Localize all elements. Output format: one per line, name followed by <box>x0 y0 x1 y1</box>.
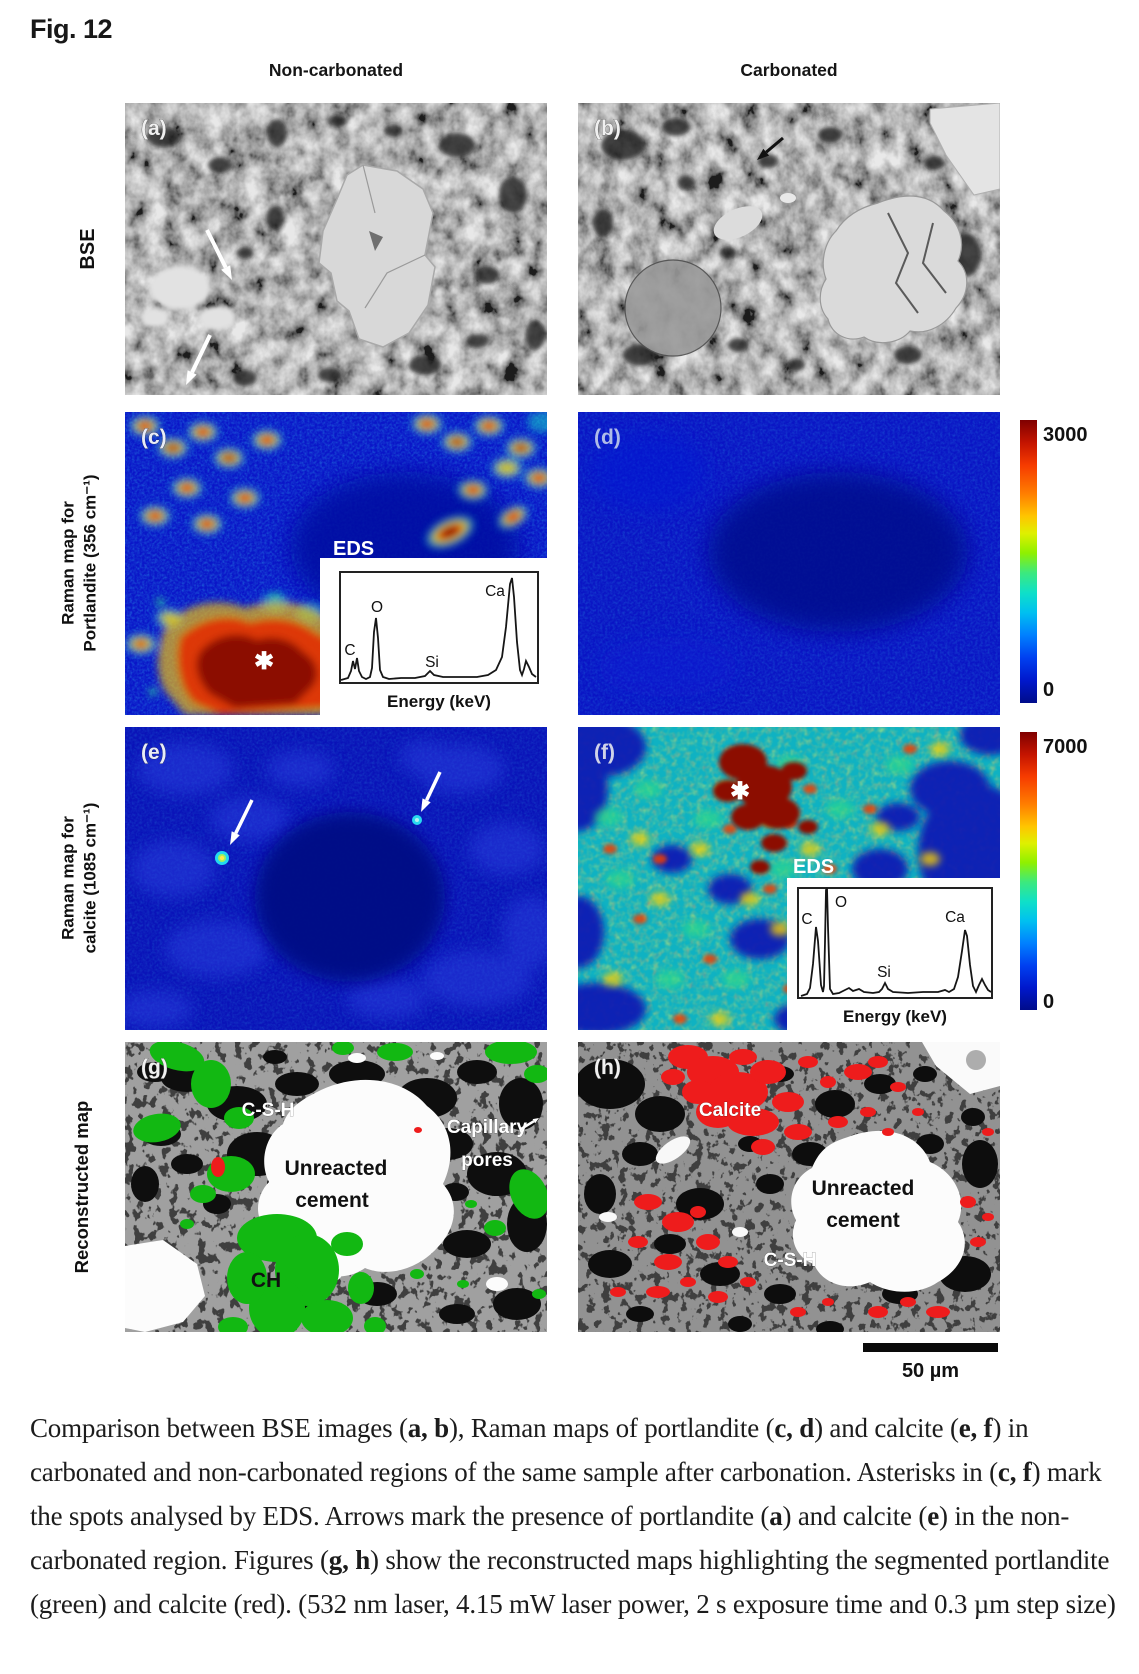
panel-g-label: (g) <box>141 1056 168 1079</box>
panel-a-image: (a) <box>125 103 547 395</box>
texture <box>125 1042 547 1332</box>
figure-title: Fig. 12 <box>30 14 113 44</box>
colorbar-calcite-min: 0 <box>1043 991 1055 1013</box>
region-label-unreacted-cement: Unreacted <box>285 1157 388 1180</box>
asterisk-marker: ✱ <box>254 648 274 675</box>
colorbar-portlandite-min: 0 <box>1043 679 1055 701</box>
panel-g-image: C-S-H Unreacted cement Capillary pores C… <box>125 1042 547 1332</box>
panel-f-label: (f) <box>594 741 615 764</box>
texture <box>578 1042 1000 1332</box>
colorbar-calcite-max: 7000 <box>1043 736 1088 758</box>
colorbar-portlandite <box>1020 420 1037 703</box>
texture <box>593 103 1000 371</box>
eds-spectrum <box>800 887 992 997</box>
region-label-capillary-pores: Capillary <box>447 1117 528 1138</box>
colorbar-calcite <box>1020 732 1037 1010</box>
region-label-unreacted-cement: Unreacted <box>812 1177 915 1200</box>
region-labels: Calcite Unreacted cement C-S-H <box>698 1100 915 1272</box>
texture <box>125 741 547 1027</box>
region-label-unreacted-cement: cement <box>295 1189 369 1212</box>
eds-peak-o: O <box>371 599 383 616</box>
panel-b-image: (b) <box>578 103 1000 395</box>
texture <box>141 115 545 386</box>
eds-inset: EDS C O Si Ca Energy (keV) <box>320 538 547 715</box>
colorbar-portlandite-max: 3000 <box>1043 424 1088 446</box>
row-label-text: BSE <box>76 228 99 270</box>
panel-a-label: (a) <box>141 117 167 140</box>
eds-spectrum <box>340 577 537 681</box>
eds-xaxis-label: Energy (keV) <box>387 692 491 711</box>
panel-f-image: ✱ EDS C O Si Ca Energy (keV) (f) <box>578 727 1000 1030</box>
panel-c-image: ✱ EDS C O Si Ca Energy (keV) (c) <box>125 412 547 715</box>
panel-e-image: (e) <box>125 727 547 1030</box>
texture <box>588 432 968 697</box>
region-label-ch: CH <box>251 1269 281 1292</box>
column-header-noncarbonated: Non-carbonated <box>268 60 404 80</box>
eds-xaxis-label: Energy (keV) <box>843 1007 947 1026</box>
carbonation-arrow-icon <box>757 136 784 160</box>
texture <box>125 412 547 715</box>
row-label-text: calcite (1085 cm⁻¹) <box>80 802 100 954</box>
row-label-bse: BSE <box>63 103 113 395</box>
figure-caption: Comparison between BSE images (a, b), Ra… <box>30 1413 1116 1619</box>
scale-bar <box>863 1343 998 1352</box>
row-label-text: Portlandite (356 cm⁻¹) <box>80 474 100 652</box>
eds-peak-ca: Ca <box>945 909 965 926</box>
region-label-csh: C-S-H <box>242 1100 295 1121</box>
panel-b-label: (b) <box>594 117 621 140</box>
eds-title: EDS <box>333 538 374 560</box>
panel-e-label: (e) <box>141 741 167 764</box>
region-label-csh: C-S-H <box>764 1250 817 1271</box>
panel-h-label: (h) <box>594 1056 621 1079</box>
row-label-text: Raman map for <box>58 816 78 940</box>
eds-peak-ca: Ca <box>485 583 505 600</box>
region-label-calcite: Calcite <box>699 1100 761 1121</box>
row-label-text: Raman map for <box>58 501 78 625</box>
row-label-raman-calcite: Raman map for calcite (1085 cm⁻¹) <box>57 727 103 1030</box>
region-labels: C-S-H Unreacted cement Capillary pores C… <box>241 1100 539 1292</box>
eds-peak-o: O <box>835 894 847 911</box>
eds-peak-c: C <box>344 642 355 659</box>
eds-peak-c: C <box>801 911 812 928</box>
row-label-reconstructed: Reconstructed map <box>67 1042 97 1332</box>
panel-d-image: (d) <box>578 412 1000 715</box>
column-header-carbonated: Carbonated <box>740 60 838 80</box>
row-label-raman-portlandite: Raman map for Portlandite (356 cm⁻¹) <box>57 412 103 715</box>
capillary-arrow-icon <box>520 1118 539 1131</box>
eds-inset: EDS C O Si Ca Energy (keV) <box>787 856 1000 1030</box>
panel-h-image: Calcite Unreacted cement C-S-H (h) <box>578 1042 1000 1332</box>
panel-d-label: (d) <box>594 426 621 449</box>
panel-c-label: (c) <box>141 426 167 449</box>
eds-peak-si: Si <box>877 964 891 981</box>
asterisk-marker: ✱ <box>730 778 750 805</box>
row-label-text: Reconstructed map <box>71 1100 92 1274</box>
region-label-capillary-pores: pores <box>461 1150 513 1171</box>
scale-bar-label: 50 µm <box>901 1360 960 1382</box>
region-label-unreacted-cement: cement <box>826 1209 900 1232</box>
eds-title: EDS <box>793 856 834 878</box>
eds-peak-si: Si <box>425 654 439 671</box>
portlandite-arrow-icon <box>186 229 232 385</box>
calcite-arrow-icon <box>230 771 442 845</box>
